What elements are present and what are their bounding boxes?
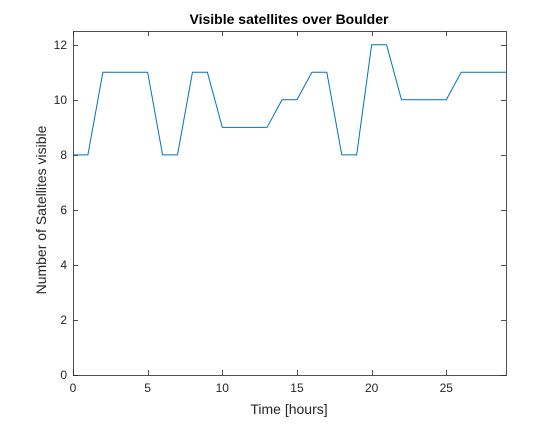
y-tick-label: 4: [60, 258, 67, 272]
x-tick-label: 10: [216, 381, 230, 395]
x-tick-label: 0: [70, 381, 77, 395]
y-tick-label: 10: [54, 93, 68, 107]
y-tick-label: 2: [60, 313, 67, 327]
chart-title: Visible satellites over Boulder: [190, 11, 389, 27]
y-axis-label: Number of Satellites visible: [33, 125, 49, 294]
y-tick-label: 6: [60, 203, 67, 217]
y-tick-label: 12: [54, 38, 68, 52]
y-tick-label: 8: [60, 148, 67, 162]
y-tick-label: 0: [60, 368, 67, 382]
x-axis-label: Time [hours]: [250, 401, 327, 417]
x-tick-label: 20: [365, 381, 379, 395]
x-tick-label: 15: [290, 381, 304, 395]
x-tick-label: 25: [440, 381, 454, 395]
x-tick-label: 5: [144, 381, 151, 395]
